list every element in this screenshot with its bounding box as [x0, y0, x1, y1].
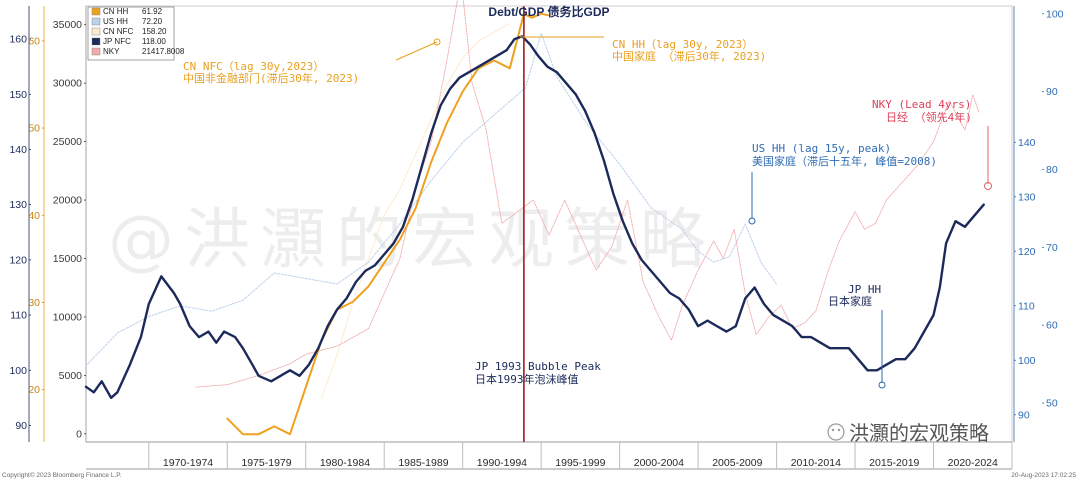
cn-hh-axis-tick-label: 100 — [1046, 8, 1064, 20]
jp-nfc-axis-tick-label: 100 — [9, 365, 27, 377]
legend-series-value: 21417.8008 — [142, 47, 185, 56]
cn-nfc-annotation-en: CN NFC（lag 30y,2023） — [183, 60, 324, 73]
wechat-icon — [827, 423, 845, 441]
brand-name: 洪灝的宏观策略 — [849, 421, 989, 445]
x-tick-label: 2010-2014 — [791, 457, 841, 469]
x-tick-label: 1995-1999 — [555, 457, 605, 469]
chart-title: Debt/GDP 债务比GDP — [488, 4, 609, 19]
legend-series-value: 72.20 — [142, 17, 163, 26]
us-hh-axis-tick-label: 130 — [1018, 191, 1036, 203]
cn-nfc-axis-tick-label: 20 — [28, 384, 40, 396]
nky-marker — [984, 182, 992, 190]
legend-series-value: 61.92 — [142, 7, 163, 16]
cn-hh-axis-tick-label: 70 — [1046, 242, 1058, 254]
x-tick-label: 2000-2004 — [634, 457, 684, 469]
x-axis-labels: 1970-1974 1975-1979 1980-1984 1985-1989 1990… — [163, 457, 998, 469]
cn-nfc-leader — [395, 41, 438, 61]
nky-axis-tick-label: 20000 — [53, 195, 82, 207]
jp-nfc-series-line — [84, 35, 985, 399]
nky-annotation-en: NKY (Lead 4yrs) — [872, 98, 971, 111]
wechat-icon-dot — [831, 428, 835, 432]
legend-swatch — [91, 27, 101, 36]
us-hh-axis-tick-label: 140 — [1018, 137, 1036, 149]
jp-nfc-axis-tick-label: 150 — [9, 89, 27, 101]
jp-hh-annotation-en: JP HH — [848, 283, 881, 296]
us-hh-axis-tick-label: 120 — [1018, 246, 1036, 258]
legend-box — [87, 6, 175, 61]
jp-nfc-axis-tick-label: 120 — [9, 254, 27, 266]
legend-series-value: 118.00 — [142, 37, 166, 46]
legend-swatch — [91, 47, 101, 56]
legend-series-name: CN HH — [103, 7, 129, 16]
us-hh-marker — [748, 217, 756, 225]
jp-nfc-axis-tick-label: 160 — [9, 34, 27, 46]
x-tick-label: 1970-1974 — [163, 457, 213, 469]
x-tick-label: 1990-1994 — [477, 457, 527, 469]
nky-axis-tick-label: 25000 — [53, 136, 82, 148]
nky-axis-tick-label: 15000 — [53, 253, 82, 265]
copyright-text: Copyright© 2023 Bloomberg Finance L.P. — [2, 471, 122, 479]
legend-swatch — [91, 7, 101, 16]
cn-hh-axis-tick-label: 50 — [1046, 398, 1058, 410]
jp-nfc-axis-tick-label: 140 — [9, 144, 27, 156]
legend-series-name: US HH — [103, 17, 128, 26]
watermark: @洪灝的宏观策略 — [108, 201, 716, 278]
cn-hh-annotation-en: CN HH（lag 30y, 2023） — [612, 38, 753, 51]
cn-hh-axis-tick-label: 80 — [1046, 164, 1058, 176]
plot-frame — [85, 5, 1013, 443]
legend-series-name: NKY — [103, 47, 120, 56]
us-hh-axis-tick-label: 90 — [1018, 409, 1030, 421]
annotation-leaders — [395, 36, 992, 389]
us-hh-annotation-en: US HH (lag 15y, peak) — [752, 142, 891, 155]
us-hh-series-line — [85, 32, 778, 367]
cn-nfc-axis-tick-label: 50 — [28, 123, 40, 135]
cn-nfc-axis-tick-label: 30 — [28, 297, 40, 309]
x-tick-label: 2020-2024 — [948, 457, 998, 469]
x-tick-label: 1975-1979 — [241, 457, 291, 469]
x-tick-label: 2015-2019 — [869, 457, 919, 469]
cn-hh-series-line — [226, 12, 550, 436]
jp-hh-marker — [878, 381, 886, 389]
legend-entries: CN HH 61.92 US HH 72.20 CN NFC 158.20 JP NFC 11… — [91, 7, 185, 56]
annotations: CN NFC（lag 30y,2023） 中国非金融部门(滞后30年, 2023… — [183, 38, 972, 386]
nky-axis-tick-label: 30000 — [53, 78, 82, 90]
cn-nfc-axis-tick-label: 40 — [28, 210, 40, 222]
bubble-peak-annotation-zh: 日本1993年泡沫峰值 — [475, 372, 579, 386]
legend-series-value: 158.20 — [142, 27, 167, 36]
jp-nfc-axis-tick-label: 130 — [9, 199, 27, 211]
timestamp-text: 20-Aug-2023 17:02:25 — [1011, 472, 1076, 479]
cn-nfc-marker — [433, 38, 441, 46]
jp-hh-annotation-zh: 日本家庭 — [828, 294, 872, 308]
bubble-peak-annotation-en: JP 1993 Bubble Peak — [475, 360, 601, 373]
legend-series-name: JP NFC — [103, 37, 131, 46]
us-hh-axis-tick-label: 100 — [1018, 355, 1036, 367]
legend: CN HH 61.92 US HH 72.20 CN NFC 158.20 JP NFC 11… — [87, 6, 185, 61]
wechat-icon-dot-2 — [837, 428, 841, 432]
series-lines — [84, 0, 985, 436]
jp-nfc-axis-tick-label: 90 — [15, 420, 27, 432]
cn-hh-axis-tick-label: 90 — [1046, 86, 1058, 98]
legend-swatch — [91, 37, 101, 46]
cn-hh-annotation-zh: 中国家庭 （滞后30年, 2023) — [612, 49, 766, 63]
legend-series-name: CN NFC — [103, 27, 133, 36]
brand-badge: 洪灝的宏观策略 — [827, 421, 989, 445]
x-gridlines — [148, 442, 1013, 469]
us-hh-axis-tick-label: 110 — [1018, 300, 1035, 312]
nky-axis-tick-label: 10000 — [53, 311, 82, 323]
jp-nfc-axis-tick-label: 110 — [10, 310, 27, 322]
nky-axis-tick-label: 0 — [76, 428, 82, 440]
nky-axis-tick-label: 5000 — [59, 370, 83, 382]
us-hh-annotation-zh: 美国家庭（滞后十五年, 峰值=2008) — [752, 154, 937, 168]
x-tick-label: 1985-1989 — [398, 457, 448, 469]
x-tick-label: 1980-1984 — [320, 457, 370, 469]
cn-nfc-annotation-zh: 中国非金融部门(滞后30年, 2023) — [183, 71, 359, 85]
y-axis-ticks: 90 100 110 120 130 140 150 160 20 30 40 50 60 0 5000 10… — [9, 8, 1063, 440]
cn-hh-axis-tick-label: 60 — [1046, 320, 1058, 332]
cn-nfc-axis-tick-label: 60 — [28, 35, 40, 47]
legend-swatch — [91, 17, 101, 26]
x-tick-label: 2005-2009 — [712, 457, 762, 469]
nky-axis-tick-label: 35000 — [53, 19, 82, 31]
nky-annotation-zh: 日经 （领先4年) — [886, 110, 972, 124]
